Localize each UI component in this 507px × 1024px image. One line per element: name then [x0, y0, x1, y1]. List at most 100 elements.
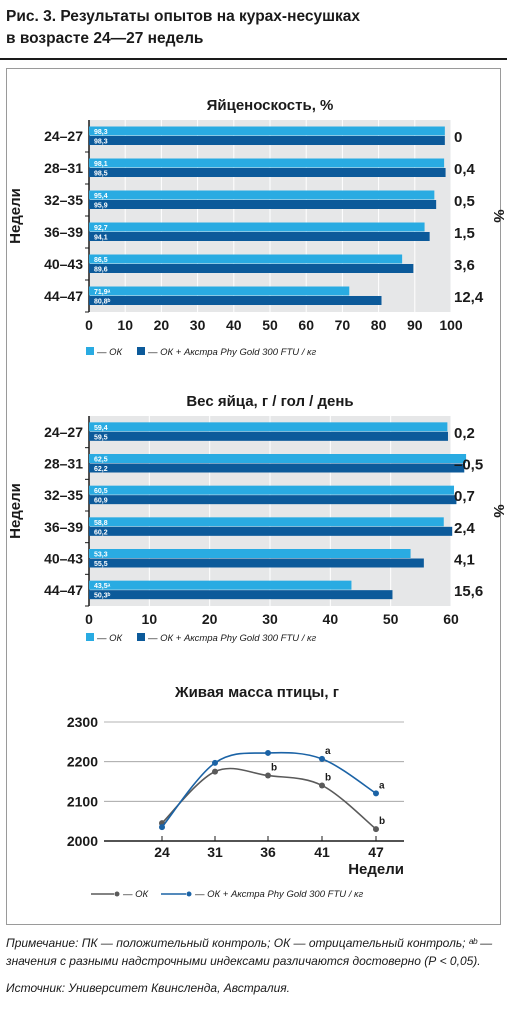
chart2-bar-value-label: 43,5ᵃ: [94, 583, 111, 590]
chart3-xtick-label: 36: [260, 844, 276, 860]
chart2-xtick-label: 20: [202, 611, 218, 627]
chart2-right-value: 2,4: [454, 520, 476, 537]
chart1-bar-value-label: 98,3: [94, 129, 108, 136]
chart2-bar-series1: [89, 517, 444, 527]
chart1-legend-label-ok: — ОК: [96, 347, 124, 358]
chart1-bar-series1: [89, 286, 350, 296]
chart1-title: Яйценоскость, %: [207, 97, 334, 114]
chart2-bar-value-label: 62,2: [94, 466, 108, 473]
chart1-right-axis-label: %: [490, 209, 507, 222]
chart2-y-axis-label: Недели: [7, 483, 24, 539]
chart3-point-label-series2: a: [379, 780, 385, 791]
chart3-point-series2: [212, 759, 218, 766]
chart1-bar-value-label: 94,1: [94, 235, 108, 242]
chart1-y-axis-label: Недели: [7, 188, 24, 244]
chart1-bar-series1: [89, 190, 435, 200]
chart1-right-value: 1,5: [454, 225, 475, 242]
figure-title: Рис. 3. Результаты опытов на курах-несуш…: [6, 6, 501, 50]
chart2-bar-series1: [89, 454, 467, 463]
chart2-right-value: –0,5: [454, 457, 483, 474]
chart1-legend-label-axtra: — ОК + Акстра Phy Gold 300 FTU / кг: [147, 347, 317, 358]
chart1-right-value: 3,6: [454, 257, 475, 274]
chart2-bar-series2: [89, 558, 424, 568]
chart1-bar-series1: [89, 222, 425, 232]
chart2-bar-series2: [89, 463, 465, 473]
chart2-bar-value-label: 55,5: [94, 561, 108, 568]
chart2-legend-label-ok: — ОК: [96, 633, 124, 644]
chart3-point-series2: [319, 755, 325, 762]
chart2-right-value: 15,6: [454, 583, 483, 600]
chart1-bar-series2: [89, 200, 437, 209]
chart1-bar-value-label: 98,1: [94, 161, 108, 168]
chart3-point-series2: [373, 790, 379, 797]
source-text: Источник: Университет Квинсленда, Австра…: [6, 981, 290, 995]
chart2-bar-value-label: 58,8: [94, 520, 108, 527]
chart2-bar-series1: [89, 549, 411, 558]
chart3-xtick-label: 41: [314, 844, 330, 860]
chart3-ytick-label: 2200: [67, 754, 98, 770]
chart3-point-series2: [265, 749, 271, 756]
chart1-xtick-label: 50: [262, 317, 278, 333]
chart1-right-value: 12,4: [454, 289, 484, 306]
chart1-right-value: 0,5: [454, 193, 475, 210]
chart2-bar-series2: [89, 590, 393, 600]
chart1-xtick-label: 0: [85, 317, 93, 333]
chart2-bar-value-label: 50,3ᵇ: [94, 593, 111, 600]
chart1-bar-value-label: 98,5: [94, 171, 108, 178]
chart2-right-axis-label: %: [490, 504, 507, 517]
chart1-bar-series1: [89, 126, 445, 136]
chart1-xtick-label: 10: [117, 317, 133, 333]
chart2-bar-series2: [89, 495, 457, 505]
chart2-category-label: 36–39: [44, 519, 83, 535]
chart1-xtick-label: 40: [226, 317, 242, 333]
title-rule: [0, 58, 507, 60]
chart2-xtick-label: 40: [323, 611, 339, 627]
chart1-bar-series2: [89, 264, 414, 273]
chart2-bar-value-label: 60,2: [94, 529, 108, 536]
chart1-right-value: 0,4: [454, 161, 476, 178]
chart1-bar-series1: [89, 158, 445, 168]
chart3-legend-marker-ok: [114, 891, 120, 897]
chart2-title: Вес яйца, г / гол / день: [186, 393, 353, 410]
chart2-bar-series2: [89, 431, 448, 441]
chart2-category-label: 40–43: [44, 551, 83, 567]
chart3-point-series1: [373, 826, 379, 833]
chart2-bar-value-label: 62,5: [94, 457, 108, 464]
chart1-category-label: 28–31: [44, 160, 83, 176]
chart1-bar-value-label: 95,9: [94, 203, 108, 210]
chart2-xtick-label: 30: [262, 611, 278, 627]
chart1-bar-value-label: 89,6: [94, 267, 108, 274]
chart1-bar-series1: [89, 254, 403, 264]
chart1-right-value: 0: [454, 129, 462, 146]
chart1-xtick-label: 20: [154, 317, 170, 333]
chart2-bar-value-label: 53,3: [94, 552, 108, 559]
chart2-category-label: 24–27: [44, 424, 83, 440]
chart1-bar-value-label: 71,9ᵃ: [94, 289, 111, 296]
chart1-xtick-label: 80: [371, 317, 387, 333]
chart1-category-label: 44–47: [44, 288, 83, 304]
chart1-bar-value-label: 95,4: [94, 193, 108, 200]
chart1-category-label: 40–43: [44, 256, 83, 272]
chart2-bar-value-label: 59,4: [94, 425, 108, 432]
figure-title-line2: в возрасте 24—27 недель: [6, 30, 204, 47]
chart1-bar-value-label: 98,3: [94, 139, 108, 146]
chart3-point-series1: [212, 768, 218, 775]
chart1-bar-value-label: 92,7: [94, 225, 108, 232]
chart2-xtick-label: 60: [443, 611, 459, 627]
chart3-legend-marker-axtra: [186, 891, 192, 897]
chart1-bar-series2: [89, 296, 382, 305]
chart1-category-label: 36–39: [44, 224, 83, 240]
chart2-category-label: 32–35: [44, 487, 83, 503]
chart1-xtick-label: 60: [298, 317, 314, 333]
chart3-ytick-label: 2100: [67, 793, 98, 809]
chart2-xtick-label: 50: [383, 611, 399, 627]
chart2-bar-value-label: 60,9: [94, 498, 108, 505]
chart3-x-axis-label: Недели: [348, 861, 404, 878]
chart2-bar-series1: [89, 580, 352, 590]
chart2-xtick-label: 0: [85, 611, 93, 627]
chart2-right-value: 0,2: [454, 425, 475, 442]
chart3-point-series1: [265, 772, 271, 779]
chart1-category-label: 24–27: [44, 128, 83, 144]
chart2-right-value: 4,1: [454, 552, 475, 569]
chart2-legend-swatch-axtra: [137, 633, 145, 641]
